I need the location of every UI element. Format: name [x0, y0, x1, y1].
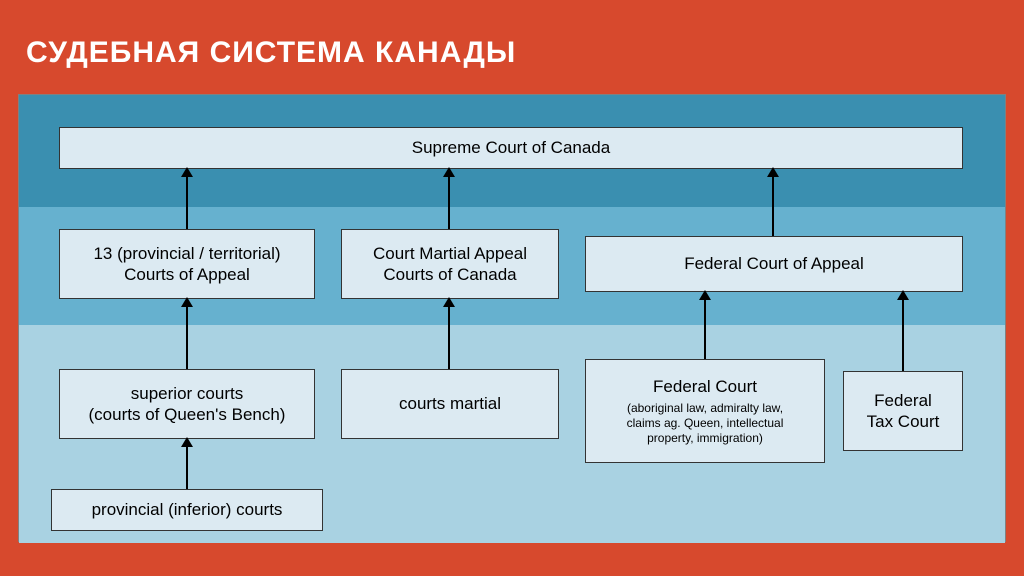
- page-outer: СУДЕБНАЯ СИСТЕМА КАНАДЫ Supreme Court of…: [0, 0, 1024, 576]
- page-title: СУДЕБНАЯ СИСТЕМА КАНАДЫ: [18, 18, 1006, 94]
- node-label: provincial (inferior) courts: [92, 499, 283, 520]
- node-fed_app: Federal Court of Appeal: [585, 236, 963, 292]
- node-label: Supreme Court of Canada: [412, 137, 610, 158]
- node-superior: superior courts (courts of Queen's Bench…: [59, 369, 315, 439]
- court-diagram: Supreme Court of Canada 13 (provincial / …: [18, 94, 1006, 542]
- node-label: Federal Tax Court: [867, 390, 940, 433]
- node-label: superior courts (courts of Queen's Bench…: [89, 383, 286, 426]
- node-sublabel: (aboriginal law, admiralty law, claims a…: [627, 401, 784, 446]
- node-label: Federal Court: [653, 376, 757, 397]
- node-label: courts martial: [399, 393, 501, 414]
- node-label: Federal Court of Appeal: [684, 253, 864, 274]
- node-label: 13 (provincial / territorial) Courts of …: [93, 243, 280, 286]
- node-tax: Federal Tax Court: [843, 371, 963, 451]
- node-label: Court Martial Appeal Courts of Canada: [373, 243, 527, 286]
- node-martial_app: Court Martial Appeal Courts of Canada: [341, 229, 559, 299]
- node-supreme: Supreme Court of Canada: [59, 127, 963, 169]
- node-fed_court: Federal Court (aboriginal law, admiralty …: [585, 359, 825, 463]
- node-inferior: provincial (inferior) courts: [51, 489, 323, 531]
- node-prov_app: 13 (provincial / territorial) Courts of …: [59, 229, 315, 299]
- node-martial: courts martial: [341, 369, 559, 439]
